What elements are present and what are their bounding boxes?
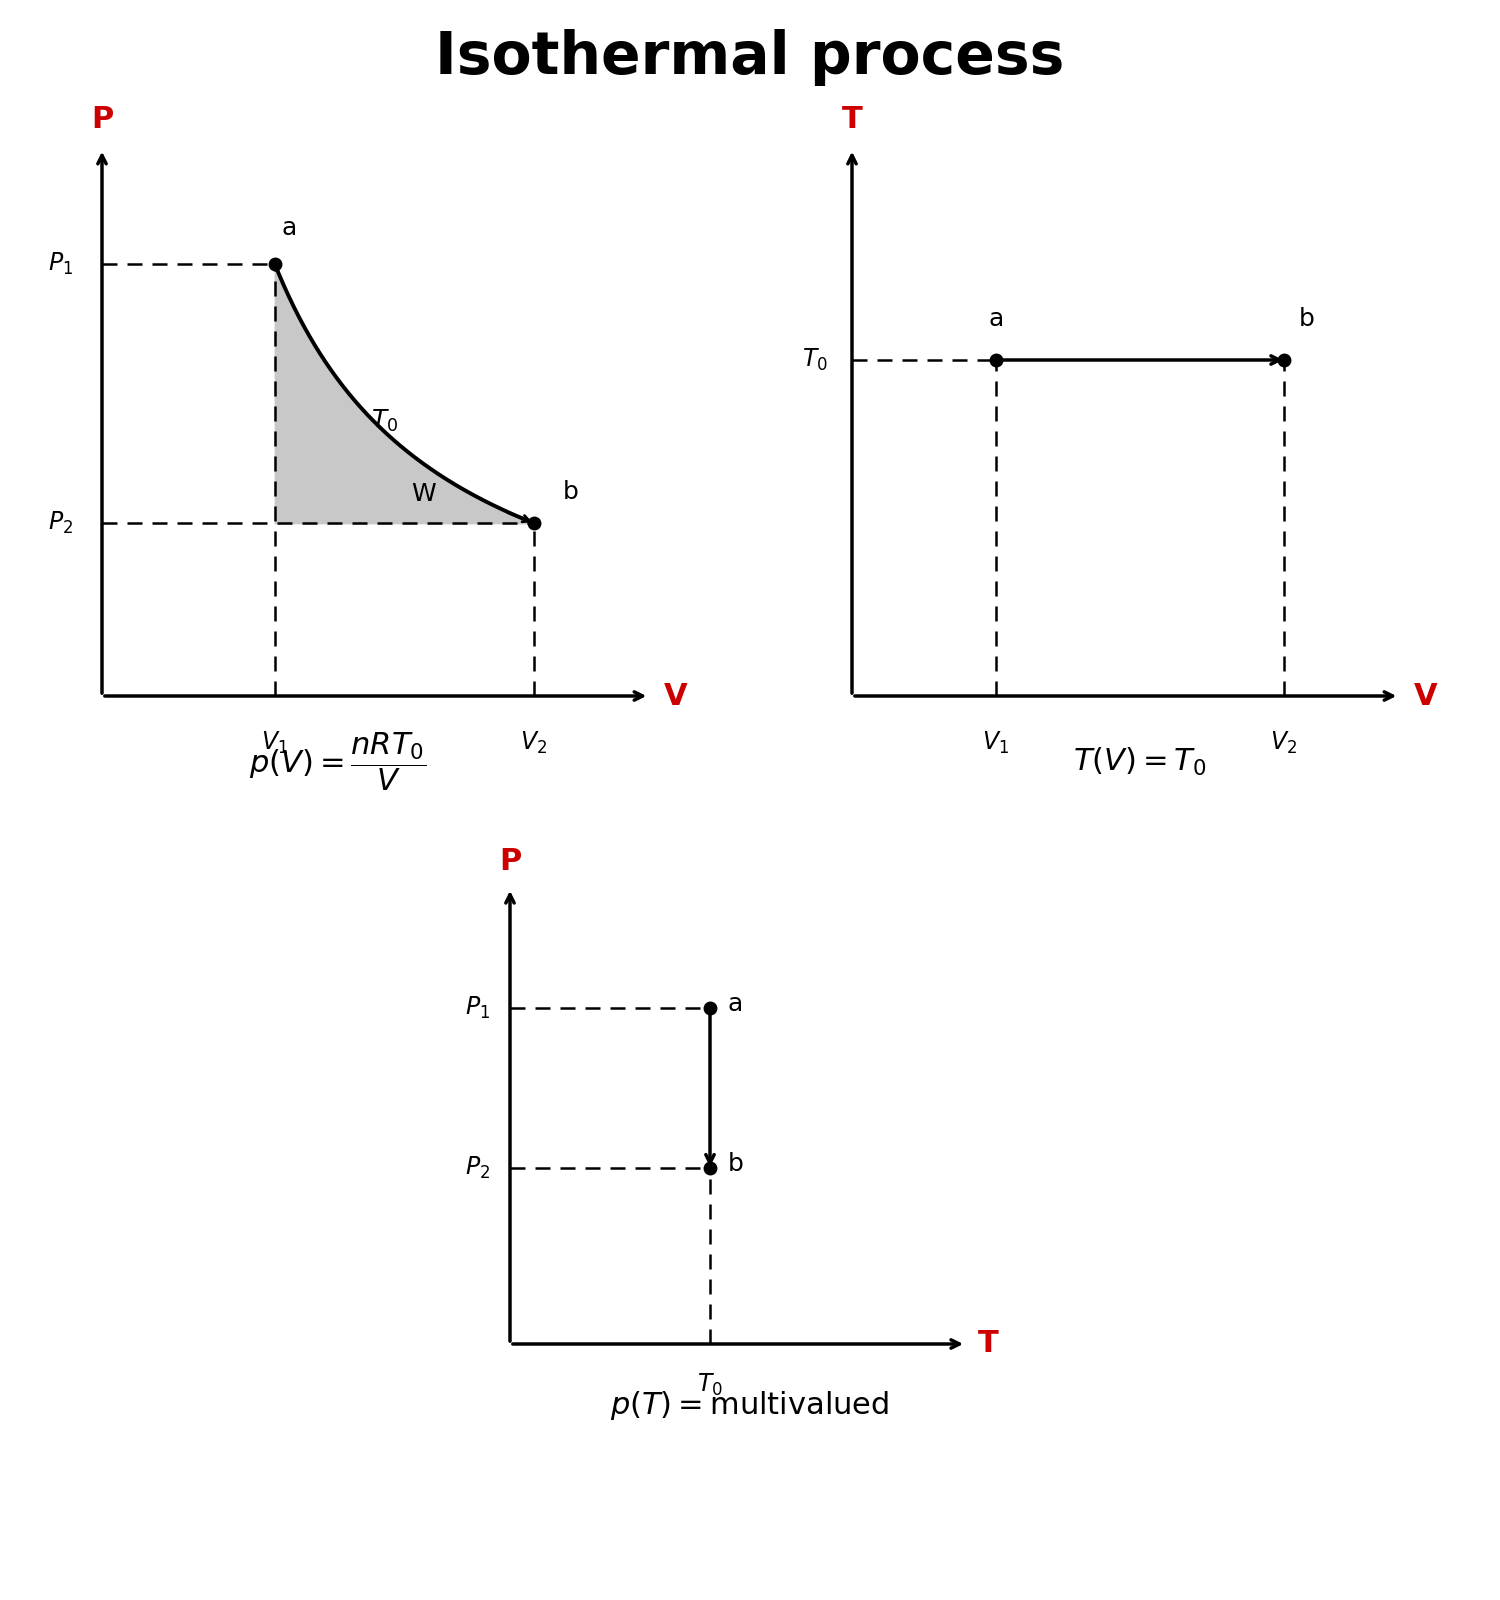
Text: $V_{2}$: $V_{2}$ — [520, 730, 548, 755]
Text: b: b — [728, 1152, 744, 1176]
Text: $P_{1}$: $P_{1}$ — [48, 251, 74, 277]
Text: $T_0$: $T_0$ — [802, 347, 828, 373]
Text: $V_{2}$: $V_{2}$ — [1270, 730, 1298, 755]
Text: V: V — [663, 682, 687, 710]
Text: a: a — [728, 992, 742, 1016]
Text: b: b — [1299, 307, 1314, 331]
Text: T: T — [978, 1330, 999, 1358]
Text: a: a — [282, 216, 297, 240]
Text: W: W — [411, 483, 436, 506]
Text: $P_2$: $P_2$ — [465, 1155, 490, 1181]
Text: P: P — [92, 106, 112, 134]
Text: $P_1$: $P_1$ — [465, 995, 490, 1021]
Text: V: V — [1413, 682, 1437, 710]
Text: T: T — [842, 106, 862, 134]
Text: b: b — [562, 480, 579, 504]
Text: $p(V)=\dfrac{nRT_0}{V}$: $p(V)=\dfrac{nRT_0}{V}$ — [249, 731, 426, 794]
Text: P: P — [500, 846, 520, 877]
Text: $p(T) = \mathrm{multivalued}$: $p(T) = \mathrm{multivalued}$ — [610, 1389, 890, 1422]
Text: $T(V) = T_0$: $T(V) = T_0$ — [1074, 746, 1206, 778]
Text: a: a — [988, 307, 1004, 331]
Text: Isothermal process: Isothermal process — [435, 29, 1065, 86]
Text: $T_0$: $T_0$ — [370, 408, 398, 434]
Text: $P_{2}$: $P_{2}$ — [48, 510, 74, 536]
Text: $T_0$: $T_0$ — [698, 1371, 723, 1398]
Text: $V_{1}$: $V_{1}$ — [261, 730, 288, 755]
Text: $V_{1}$: $V_{1}$ — [982, 730, 1010, 755]
